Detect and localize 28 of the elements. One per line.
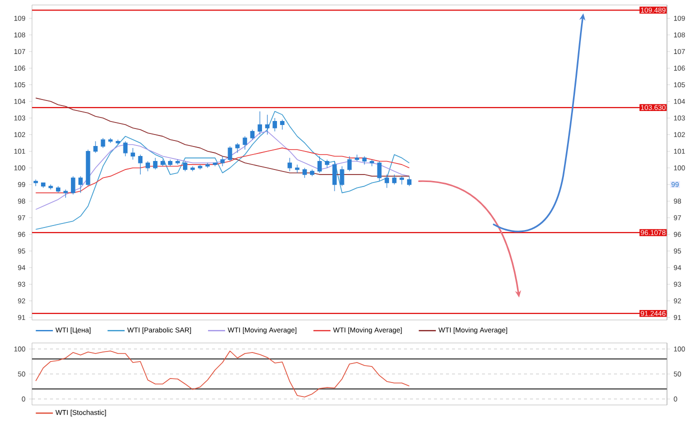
candlestick [86, 149, 90, 186]
candlestick [250, 129, 255, 140]
candlestick [198, 164, 202, 170]
candlestick [70, 176, 76, 195]
candlestick [190, 166, 195, 172]
line-series [35, 350, 410, 398]
candlestick [168, 159, 172, 167]
candlestick [235, 142, 240, 154]
candlestick [392, 174, 396, 185]
candlestick [228, 146, 232, 162]
candlestick [242, 136, 248, 150]
candlestick [220, 156, 225, 167]
candlestick [310, 169, 314, 176]
candlestick [400, 176, 404, 185]
candlestick [295, 164, 300, 174]
candlestick [93, 140, 98, 154]
candlestick [212, 162, 218, 167]
candlestick [258, 111, 262, 135]
candlestick [347, 156, 352, 172]
candlestick [354, 154, 360, 162]
candlestick [153, 158, 158, 170]
candlestick [205, 162, 210, 168]
candlestick [100, 138, 106, 148]
candlestick [78, 176, 83, 194]
candlestick [272, 118, 277, 132]
candlestick [116, 139, 120, 145]
candlestick [340, 166, 344, 186]
candlestick [317, 156, 322, 174]
